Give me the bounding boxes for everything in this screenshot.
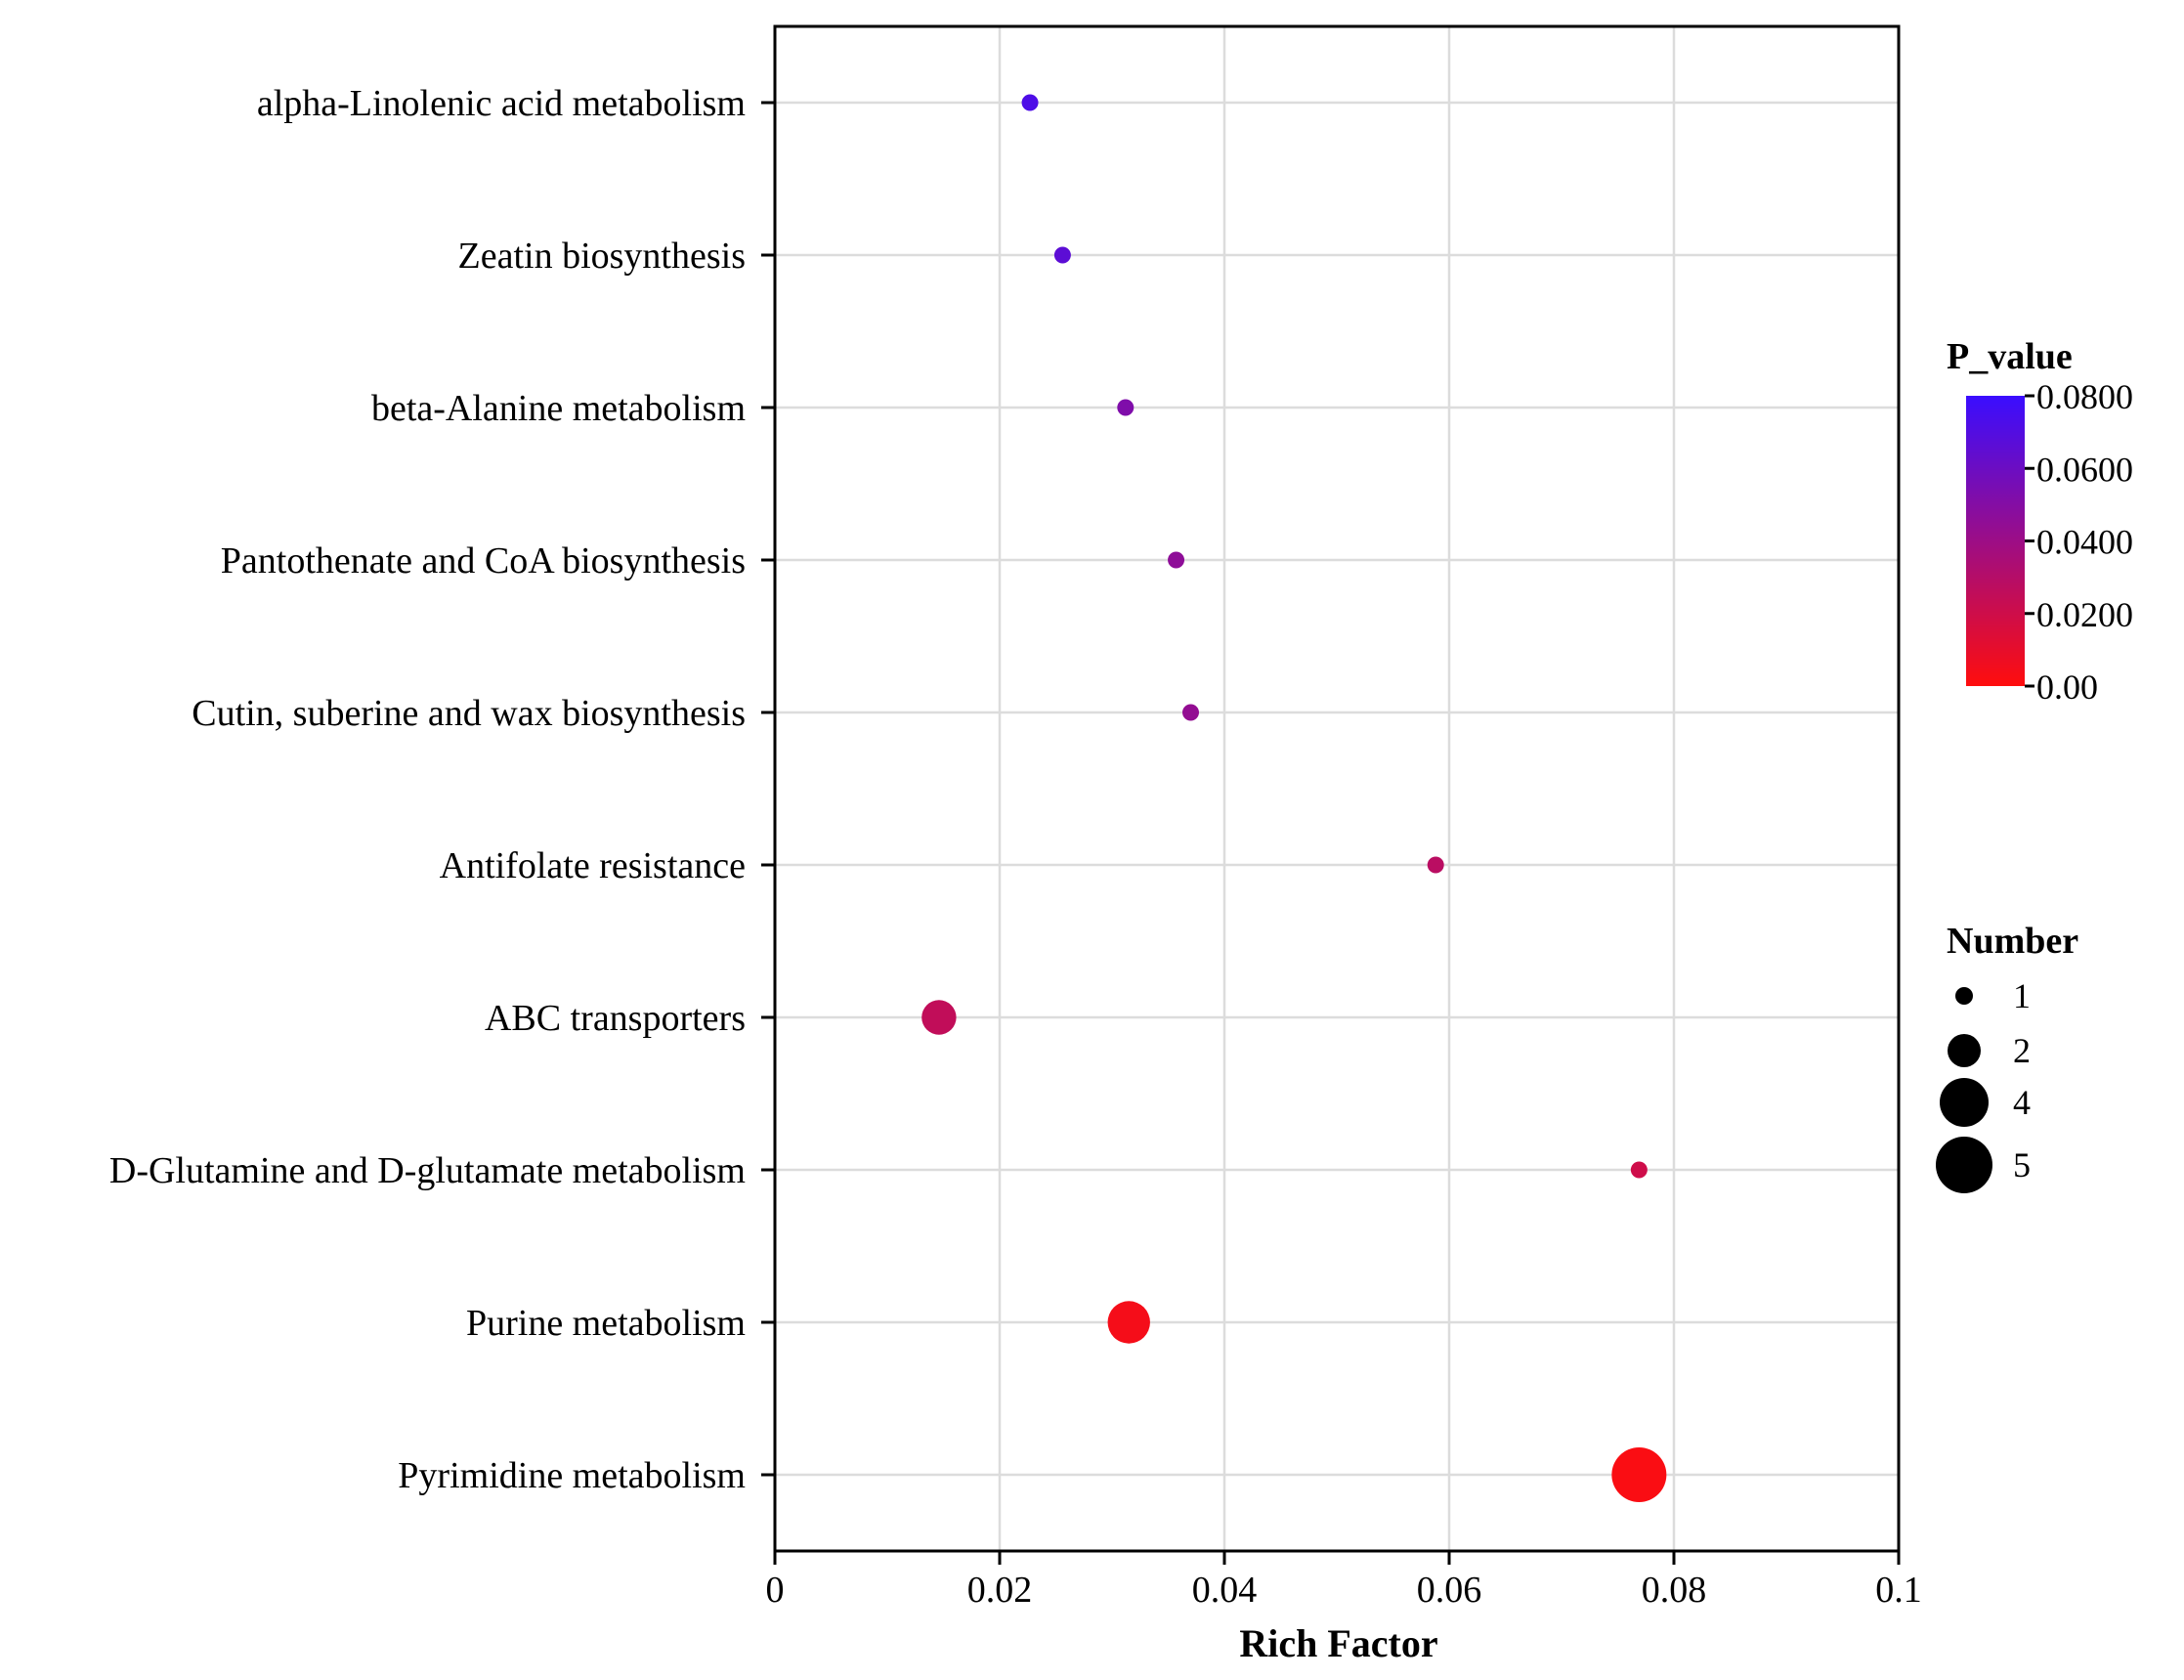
x-tick-label: 0.1: [1875, 1570, 1922, 1611]
data-point: [1107, 1301, 1150, 1344]
x-tick-label: 0.08: [1642, 1570, 1707, 1611]
p-value-tick-label: 0.00: [2036, 668, 2098, 707]
number-legend-label: 5: [2013, 1145, 2031, 1185]
number-legend-label: 4: [2013, 1083, 2031, 1122]
data-point: [1427, 856, 1444, 874]
axes: 0 0.02 0.04 0.06 0.08 0.1 alpha-Linolenic acid…: [109, 83, 1922, 1611]
number-legend: Number 1 2 4 5: [1936, 921, 2078, 1193]
x-tick-label: 0.06: [1417, 1570, 1482, 1611]
y-tick-label: Cutin, suberine and wax biosynthesis: [192, 693, 746, 734]
y-tick-label: Pyrimidine metabolism: [398, 1455, 746, 1496]
number-legend-marker: [1955, 987, 1973, 1005]
x-axis-title: Rich Factor: [1239, 1621, 1437, 1665]
data-point: [1021, 94, 1039, 111]
x-tick-label: 0.02: [967, 1570, 1033, 1611]
plot-frame: [773, 24, 1901, 1553]
p-value-tick-label: 0.0800: [2036, 377, 2133, 416]
data-point: [1630, 1161, 1648, 1179]
data-points: [921, 94, 1667, 1502]
number-legend-entries: 1 2 4 5: [1936, 976, 2031, 1193]
p-value-tick-label: 0.0400: [2036, 523, 2133, 562]
data-point: [1182, 704, 1199, 721]
p-value-color-bar: [1966, 396, 2025, 686]
number-legend-marker: [1940, 1078, 1989, 1127]
data-point: [1053, 246, 1071, 264]
number-legend-marker: [1948, 1034, 1981, 1067]
p-value-tick-label: 0.0600: [2036, 450, 2133, 489]
grid: [775, 26, 1899, 1551]
data-point: [1168, 551, 1185, 569]
y-tick-label: D-Glutamine and D-glutamate metabolism: [109, 1150, 746, 1191]
p-value-legend: P_value 0.0800 0.0600 0.0400 0.0200 0.00: [1947, 336, 2133, 707]
x-tick-label: 0.04: [1192, 1570, 1258, 1611]
number-legend-label: 2: [2013, 1031, 2031, 1070]
p-value-legend-ticks: 0.0800 0.0600 0.0400 0.0200 0.00: [2025, 377, 2133, 707]
data-point: [1117, 399, 1135, 416]
p-value-legend-title: P_value: [1947, 336, 2073, 377]
y-tick-label: Purine metabolism: [466, 1303, 746, 1344]
number-legend-label: 1: [2013, 976, 2031, 1015]
y-tick-label: ABC transporters: [485, 998, 746, 1039]
y-tick-label: Antifolate resistance: [440, 845, 746, 886]
y-tick-label: Pantothenate and CoA biosynthesis: [221, 540, 746, 582]
p-value-tick-label: 0.0200: [2036, 595, 2133, 634]
number-legend-title: Number: [1947, 921, 2078, 962]
y-tick-label: Zeatin biosynthesis: [458, 236, 746, 277]
data-point: [921, 1000, 957, 1035]
number-legend-marker: [1936, 1137, 1992, 1193]
y-tick-label: beta-Alanine metabolism: [371, 388, 746, 429]
y-tick-label: alpha-Linolenic acid metabolism: [257, 83, 746, 124]
x-tick-label: 0: [766, 1570, 785, 1611]
data-point: [1611, 1447, 1667, 1502]
